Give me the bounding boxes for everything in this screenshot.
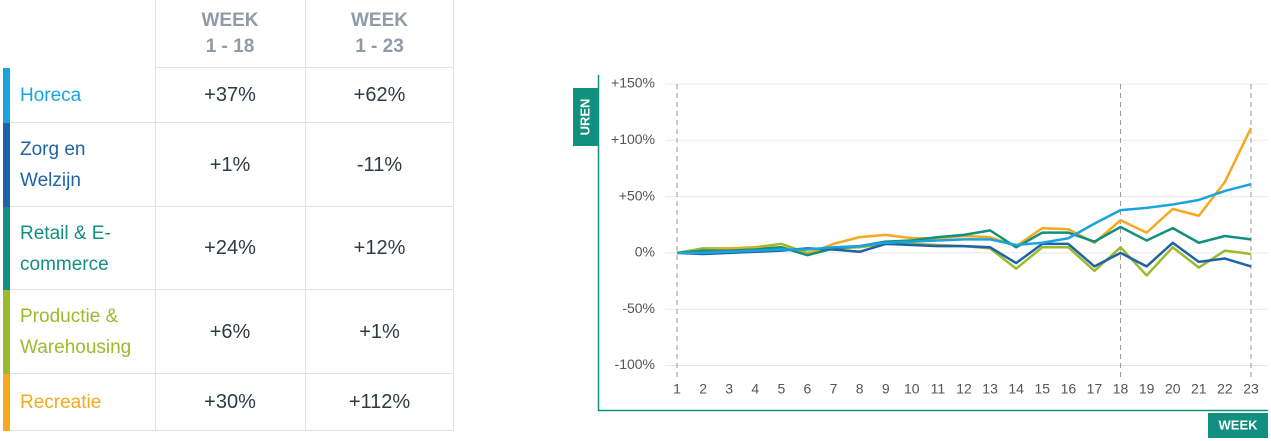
border (10, 122, 454, 123)
x-tick-label: 8 (856, 381, 864, 397)
x-tick-label: 1 (673, 381, 681, 397)
table: WEEK 1 - 18 WEEK 1 - 23 Horeca +37% +62% Zorg e… (0, 0, 454, 431)
cell-value: +24% (204, 237, 256, 259)
row-name: Horeca (20, 85, 82, 106)
y-axis-label: UREN (577, 99, 592, 136)
row-name: Retail & E-commerce (20, 222, 111, 275)
border (155, 67, 454, 68)
cell-value: +30% (204, 391, 256, 413)
border (155, 0, 156, 431)
cell-value: +6% (209, 320, 251, 343)
column-header: WEEK 1 - 23 (305, 0, 454, 68)
x-tick-label: 2 (699, 381, 707, 397)
row-color-bar (3, 290, 10, 374)
x-tick-label: 4 (751, 381, 759, 397)
x-tick-label: 15 (1034, 381, 1050, 397)
x-label-box (1208, 413, 1268, 438)
chart: -100%-50%0%+50%+100%+150%1 2 3 4 5 6 7 8 9 10 11 12… (573, 75, 1268, 438)
y-tick-label: +150% (611, 75, 655, 91)
row-color-bar (3, 68, 10, 123)
x-tick-label: 23 (1243, 381, 1259, 397)
header-line: 1 - 23 (355, 36, 404, 57)
row-name: Productie & Warehousing (20, 306, 132, 358)
header-line: 1 - 18 (205, 36, 255, 57)
cell-value: +12% (353, 237, 406, 259)
x-tick-label: 12 (956, 381, 972, 397)
row-color-bar (3, 374, 10, 431)
x-tick-label: 17 (1087, 381, 1103, 397)
cell-value: +1% (359, 320, 400, 343)
cell-value: -11% (356, 153, 403, 176)
series-line (676, 225, 1252, 257)
header-line: WEEK (201, 10, 259, 31)
y-tick-label: -100% (615, 356, 655, 372)
x-tick-label: 3 (725, 381, 733, 397)
x-tick-label: 22 (1217, 381, 1233, 397)
border (10, 289, 454, 290)
cell-value: +62% (353, 84, 406, 106)
cell-value: +112% (348, 391, 411, 413)
x-tick-label: 20 (1165, 381, 1181, 397)
column-header: WEEK 1 - 18 (155, 0, 305, 68)
row-name: Recreatie (20, 392, 102, 413)
row-color-bar (3, 207, 10, 290)
x-tick-label: 13 (982, 381, 998, 397)
x-tick-label: 21 (1191, 381, 1207, 397)
x-tick-label: 18 (1113, 381, 1129, 397)
y-tick-label: 0% (635, 244, 655, 260)
border (10, 206, 454, 207)
y-tick-label: +100% (611, 131, 655, 147)
series-line (677, 183, 1252, 255)
border (10, 373, 454, 374)
row-name: Zorg en Welzijn (20, 139, 86, 191)
x-tick-label: 11 (931, 381, 946, 397)
border (453, 0, 454, 431)
x-tick-label: 16 (1061, 381, 1077, 397)
cell-value: +1% (209, 153, 251, 176)
x-tick-label: 9 (882, 381, 890, 397)
row-color-bar (3, 123, 10, 207)
x-tick-label: 10 (904, 381, 920, 397)
x-tick-label: 14 (1008, 381, 1024, 397)
y-label-box (573, 88, 598, 146)
border (10, 430, 454, 431)
cell-value: +37% (204, 84, 256, 106)
x-tick-label: 19 (1139, 381, 1155, 397)
y-tick-label: +50% (619, 187, 655, 203)
x-tick-label: 6 (804, 381, 812, 397)
y-tick-label: -50% (622, 300, 655, 316)
x-tick-label: 7 (830, 381, 838, 397)
x-tick-label: 5 (777, 381, 785, 397)
border (305, 0, 306, 431)
x-axis-label: WEEK (1219, 417, 1259, 432)
header-line: WEEK (351, 10, 408, 31)
